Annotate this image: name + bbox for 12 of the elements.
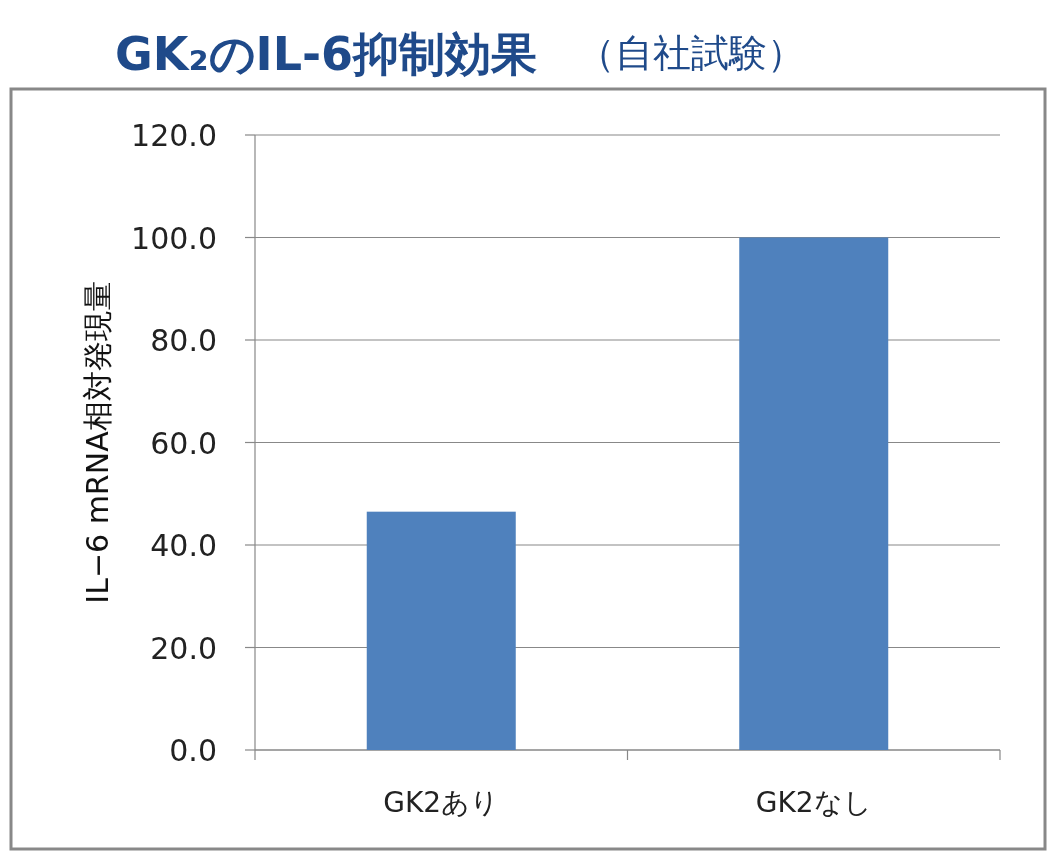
y-axis-title: IL−6 mRNA相対発現量 bbox=[80, 281, 115, 604]
y-tick-label: 40.0 bbox=[150, 528, 217, 563]
y-tick-label: 20.0 bbox=[150, 630, 217, 666]
y-tick-label: 100.0 bbox=[131, 220, 217, 256]
y-tick-label: 80.0 bbox=[150, 323, 217, 358]
chart-title: GK₂のIL-6抑制効果 bbox=[115, 27, 538, 81]
y-tick-label: 0.0 bbox=[169, 733, 217, 768]
x-tick-label: GK2なし bbox=[755, 786, 872, 819]
y-tick-label: 120.0 bbox=[131, 118, 217, 153]
chart-subtitle: （自社試験） bbox=[577, 31, 806, 75]
y-tick-label: 60.0 bbox=[150, 425, 217, 461]
x-tick-label: GK2あり bbox=[383, 786, 500, 819]
